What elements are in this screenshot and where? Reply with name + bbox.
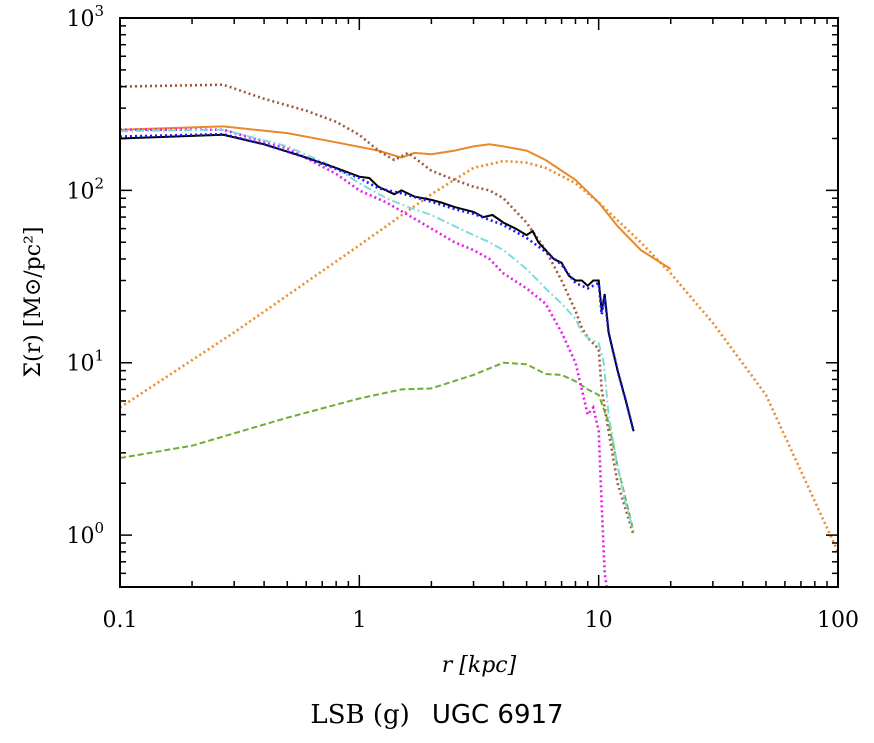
caption-sample: LSB (g)	[310, 700, 410, 730]
caption: LSB (g) UGC 6917	[0, 700, 874, 730]
x-tick-label: 10	[585, 608, 613, 633]
y-tick-label: 100	[66, 519, 104, 549]
x-tick-label: 100	[817, 608, 859, 633]
series-line-7	[120, 132, 635, 432]
y-tick-label: 101	[66, 347, 104, 377]
caption-galaxy: UGC 6917	[431, 700, 564, 730]
series-line-4	[120, 128, 608, 587]
axes-frame	[119, 17, 839, 588]
series-line-6	[120, 133, 635, 432]
x-tick-label: 0.1	[103, 608, 138, 633]
x-tick-label: 1	[352, 608, 366, 633]
y-tick-label: 102	[66, 174, 104, 204]
y-tick-label: 103	[66, 2, 104, 32]
series-line-5	[120, 128, 635, 532]
series-line-3	[120, 361, 635, 532]
series-line-0	[120, 159, 838, 553]
x-axis-label: r [kpc]	[442, 653, 517, 678]
series-line-2	[120, 83, 635, 536]
y-axis-label: Σ(r) [M⊙/pc²]	[21, 227, 46, 378]
plot-area: 0.1 1 10 100 100 101 102 103 r [kpc] Σ(r) [M⊙/p…	[21, 2, 859, 678]
series-line-1	[120, 125, 672, 270]
